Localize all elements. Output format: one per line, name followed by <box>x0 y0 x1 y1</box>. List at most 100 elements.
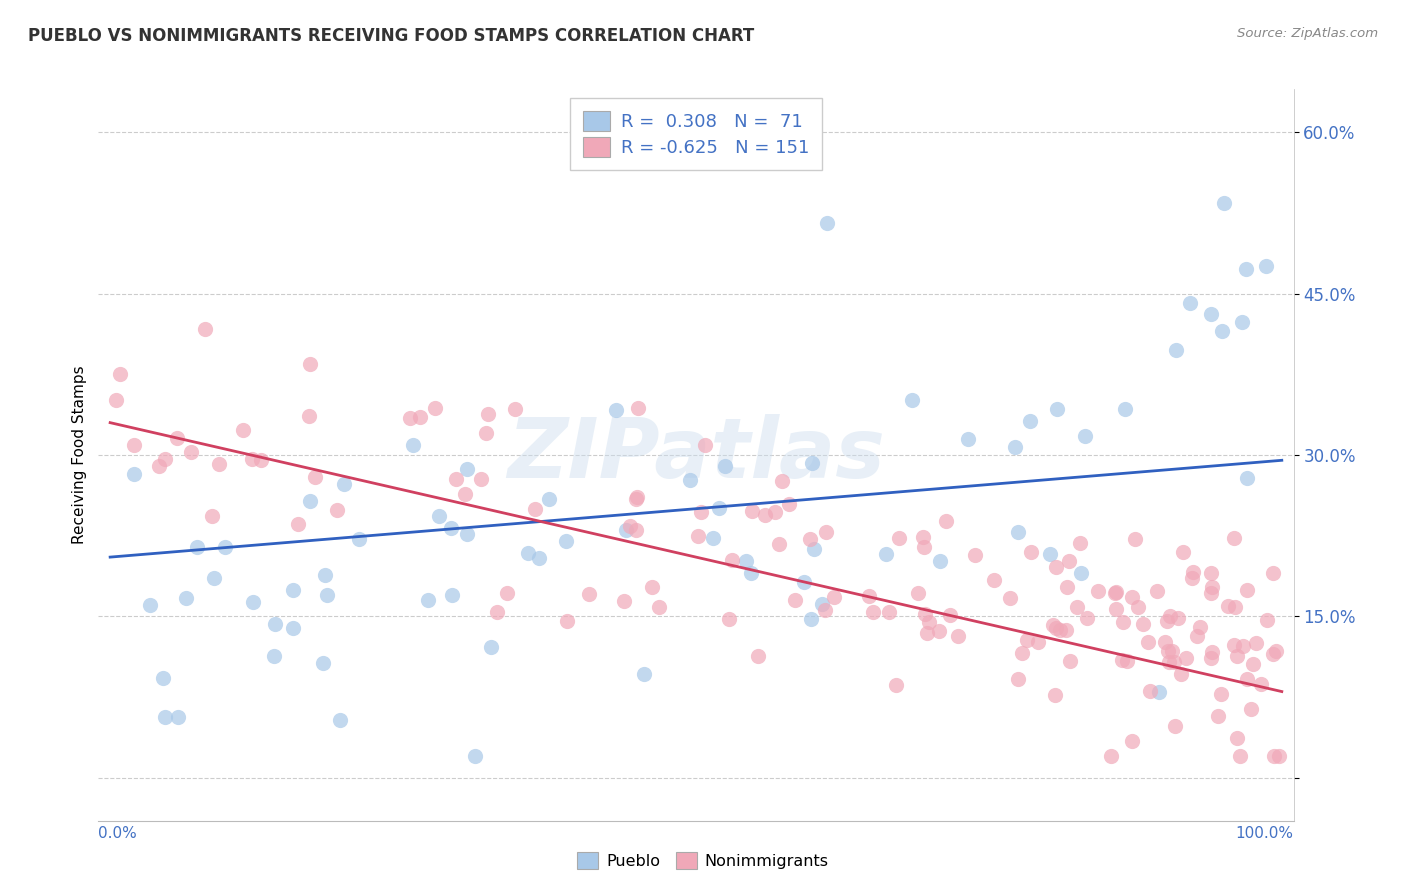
Point <box>1147 685 1170 699</box>
Point <box>264 617 287 632</box>
Point <box>425 401 447 416</box>
Point <box>496 586 519 600</box>
Point <box>754 508 776 522</box>
Point <box>1114 401 1136 416</box>
Point <box>1046 401 1069 416</box>
Point <box>1121 590 1143 604</box>
Point <box>1099 749 1122 764</box>
Point <box>201 508 224 523</box>
Point <box>1054 624 1077 638</box>
Point <box>633 667 655 681</box>
Point <box>983 573 1005 587</box>
Point <box>799 533 821 547</box>
Point <box>409 409 432 424</box>
Point <box>1199 650 1222 665</box>
Point <box>1157 656 1180 670</box>
Point <box>1043 688 1066 702</box>
Point <box>1019 414 1042 428</box>
Point <box>1256 260 1278 274</box>
Point <box>1256 613 1278 627</box>
Point <box>1206 708 1229 723</box>
Point <box>1236 673 1258 687</box>
Point <box>1069 536 1091 550</box>
Point <box>914 607 936 621</box>
Point <box>1164 343 1187 357</box>
Point <box>479 640 502 654</box>
Point <box>1223 600 1246 615</box>
Point <box>148 459 170 474</box>
Point <box>524 502 547 516</box>
Point <box>605 403 627 417</box>
Point <box>619 518 641 533</box>
Point <box>139 598 162 612</box>
Point <box>298 494 321 508</box>
Point <box>858 589 880 603</box>
Point <box>1174 651 1197 665</box>
Point <box>454 487 477 501</box>
Point <box>956 432 979 446</box>
Point <box>485 605 508 619</box>
Point <box>912 541 935 555</box>
Point <box>208 457 231 471</box>
Point <box>1056 580 1078 594</box>
Point <box>702 531 724 545</box>
Point <box>1201 580 1223 594</box>
Point <box>232 423 254 437</box>
Point <box>1240 702 1263 716</box>
Point <box>108 367 131 381</box>
Point <box>167 710 190 724</box>
Point <box>1039 547 1062 561</box>
Point <box>1045 621 1067 635</box>
Point <box>690 505 713 519</box>
Point <box>1263 566 1285 580</box>
Point <box>578 587 600 601</box>
Point <box>998 591 1021 606</box>
Point <box>1074 429 1097 443</box>
Point <box>1209 687 1232 701</box>
Point <box>1223 531 1246 545</box>
Point <box>402 438 425 452</box>
Point <box>240 452 263 467</box>
Point <box>1154 634 1177 648</box>
Point <box>1226 648 1249 663</box>
Point <box>911 530 934 544</box>
Point <box>1132 617 1154 632</box>
Point <box>1163 718 1185 732</box>
Point <box>928 553 950 567</box>
Point <box>928 624 950 639</box>
Point <box>503 401 526 416</box>
Point <box>693 438 716 452</box>
Point <box>329 713 352 727</box>
Point <box>1261 647 1284 661</box>
Point <box>915 626 938 640</box>
Point <box>641 580 664 594</box>
Point <box>263 649 285 664</box>
Point <box>202 571 225 585</box>
Point <box>475 426 498 441</box>
Point <box>884 678 907 692</box>
Point <box>1161 644 1184 658</box>
Point <box>1234 262 1257 277</box>
Point <box>1182 565 1205 579</box>
Point <box>1139 683 1161 698</box>
Point <box>1223 638 1246 652</box>
Point <box>613 594 636 608</box>
Point <box>1121 734 1143 748</box>
Point <box>770 474 793 488</box>
Point <box>803 541 825 556</box>
Point <box>464 749 486 764</box>
Point <box>1244 636 1267 650</box>
Point <box>626 490 648 504</box>
Point <box>763 505 786 519</box>
Point <box>740 566 762 581</box>
Point <box>614 523 637 537</box>
Point <box>122 438 145 452</box>
Point <box>250 453 273 467</box>
Point <box>1213 196 1236 211</box>
Point <box>747 648 769 663</box>
Point <box>1115 653 1137 667</box>
Y-axis label: Receiving Food Stamps: Receiving Food Stamps <box>72 366 87 544</box>
Point <box>1250 677 1272 691</box>
Point <box>965 549 987 563</box>
Point <box>555 614 578 628</box>
